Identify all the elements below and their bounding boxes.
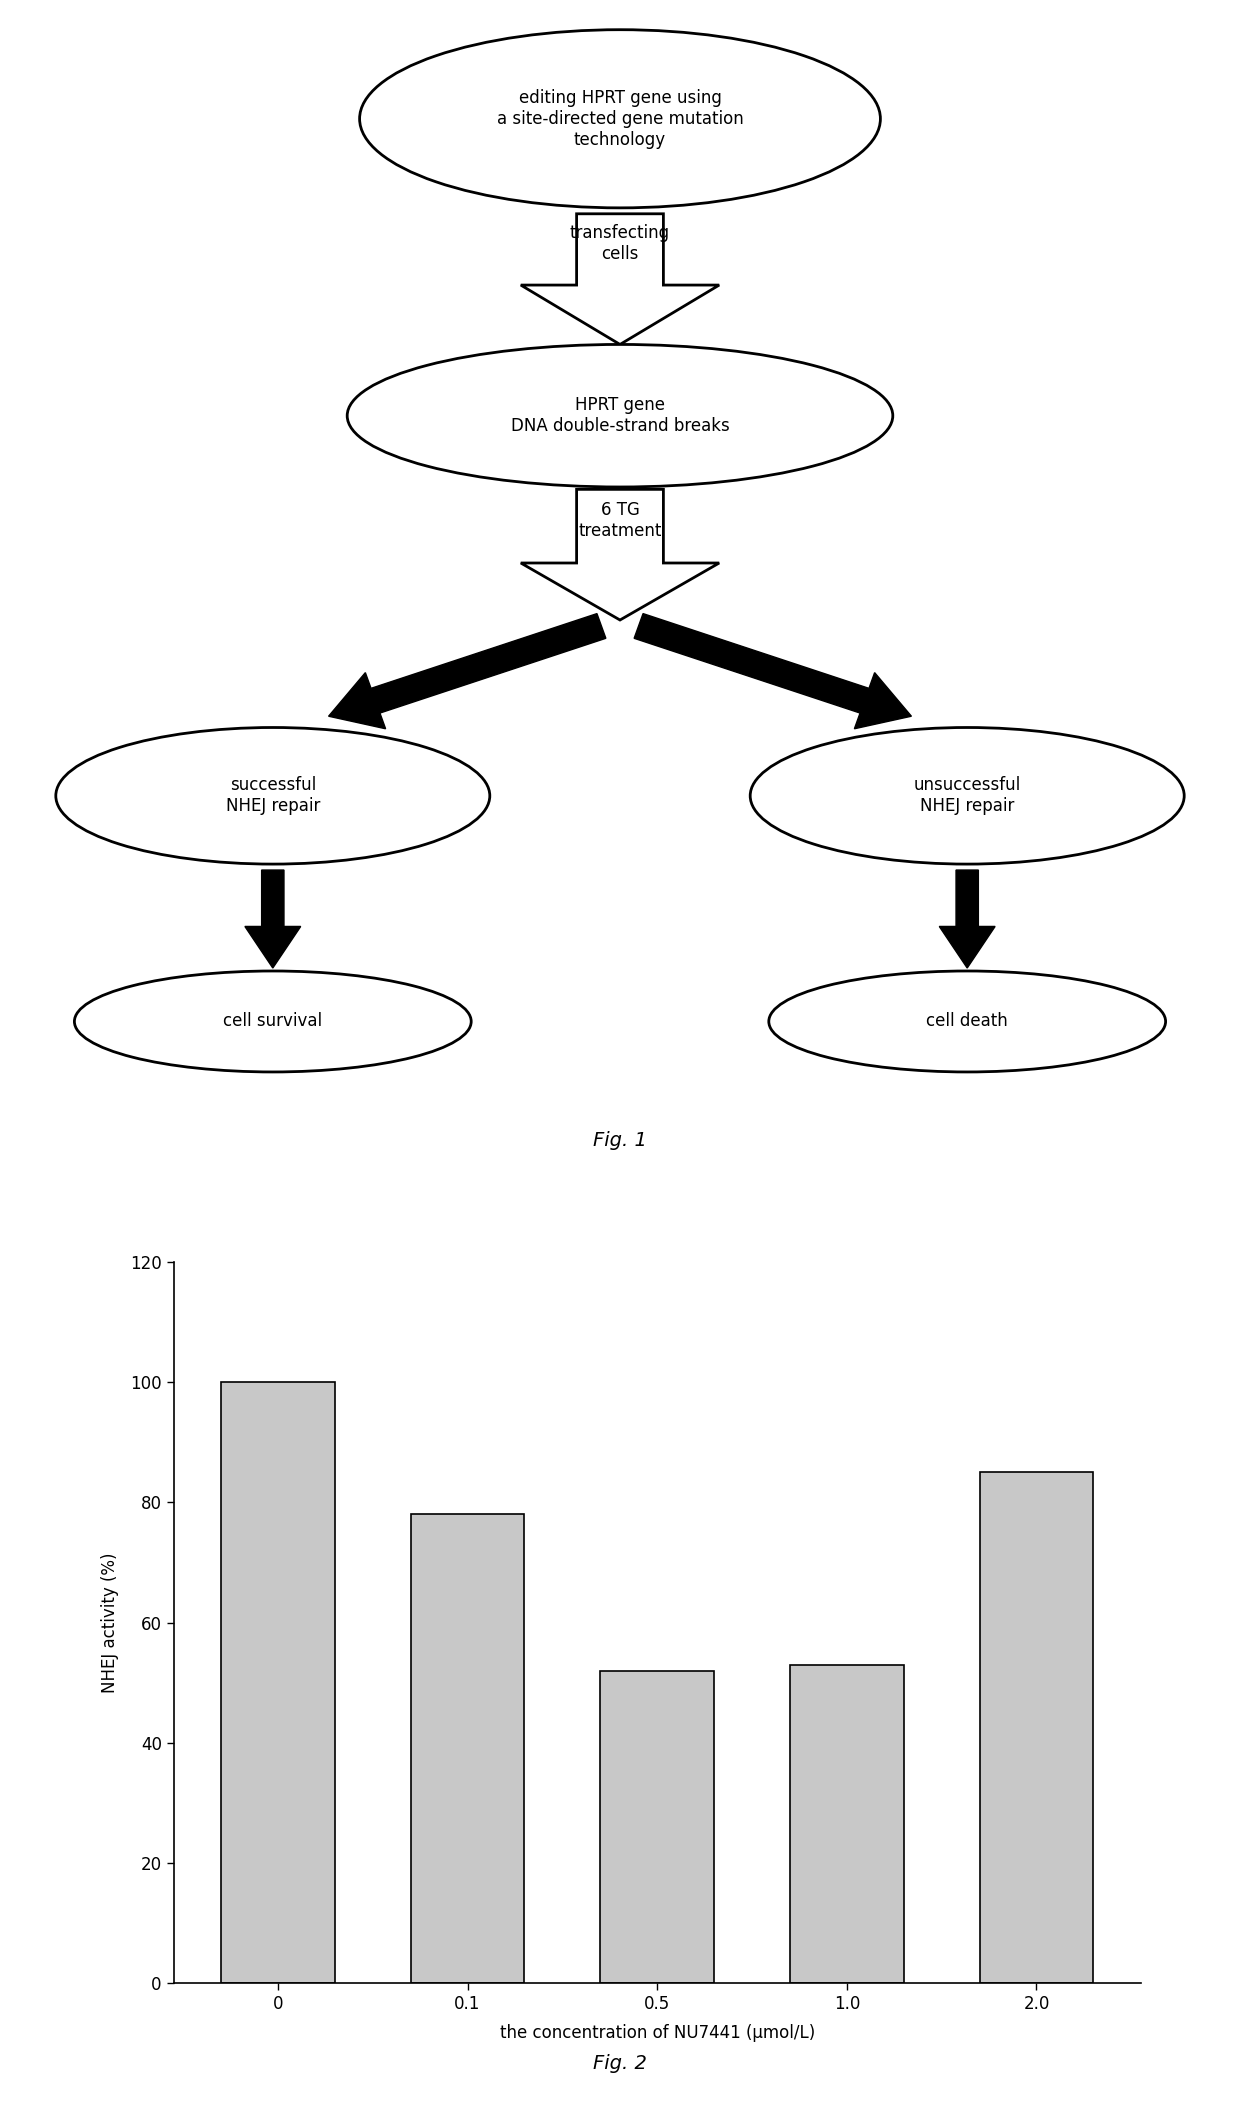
Text: Fig. 2: Fig. 2	[593, 2055, 647, 2072]
Ellipse shape	[769, 971, 1166, 1071]
Text: HPRT gene
DNA double-strand breaks: HPRT gene DNA double-strand breaks	[511, 397, 729, 435]
Text: transfecting
cells: transfecting cells	[570, 225, 670, 263]
Text: 6 TG
treatment: 6 TG treatment	[578, 501, 662, 539]
Ellipse shape	[74, 971, 471, 1071]
Text: cell death: cell death	[926, 1012, 1008, 1031]
Bar	[980, 1472, 1094, 1983]
FancyArrow shape	[329, 613, 606, 730]
X-axis label: the concentration of NU7441 (μmol/L): the concentration of NU7441 (μmol/L)	[500, 2023, 815, 2043]
Bar	[410, 1514, 525, 1983]
Ellipse shape	[56, 728, 490, 863]
Text: Fig. 1: Fig. 1	[593, 1130, 647, 1150]
Polygon shape	[521, 214, 719, 344]
Text: cell survival: cell survival	[223, 1012, 322, 1031]
Text: unsuccessful
NHEJ repair: unsuccessful NHEJ repair	[914, 776, 1021, 814]
Text: editing HPRT gene using
a site-directed gene mutation
technology: editing HPRT gene using a site-directed …	[497, 89, 743, 148]
Y-axis label: NHEJ activity (%): NHEJ activity (%)	[100, 1553, 119, 1693]
Ellipse shape	[750, 728, 1184, 863]
Polygon shape	[521, 490, 719, 619]
Ellipse shape	[347, 344, 893, 488]
Bar	[790, 1665, 904, 1983]
Text: successful
NHEJ repair: successful NHEJ repair	[226, 776, 320, 814]
FancyArrow shape	[940, 870, 994, 967]
Ellipse shape	[360, 30, 880, 208]
Bar	[221, 1383, 335, 1983]
Bar	[600, 1671, 714, 1983]
FancyArrow shape	[246, 870, 301, 967]
FancyArrow shape	[634, 613, 911, 730]
